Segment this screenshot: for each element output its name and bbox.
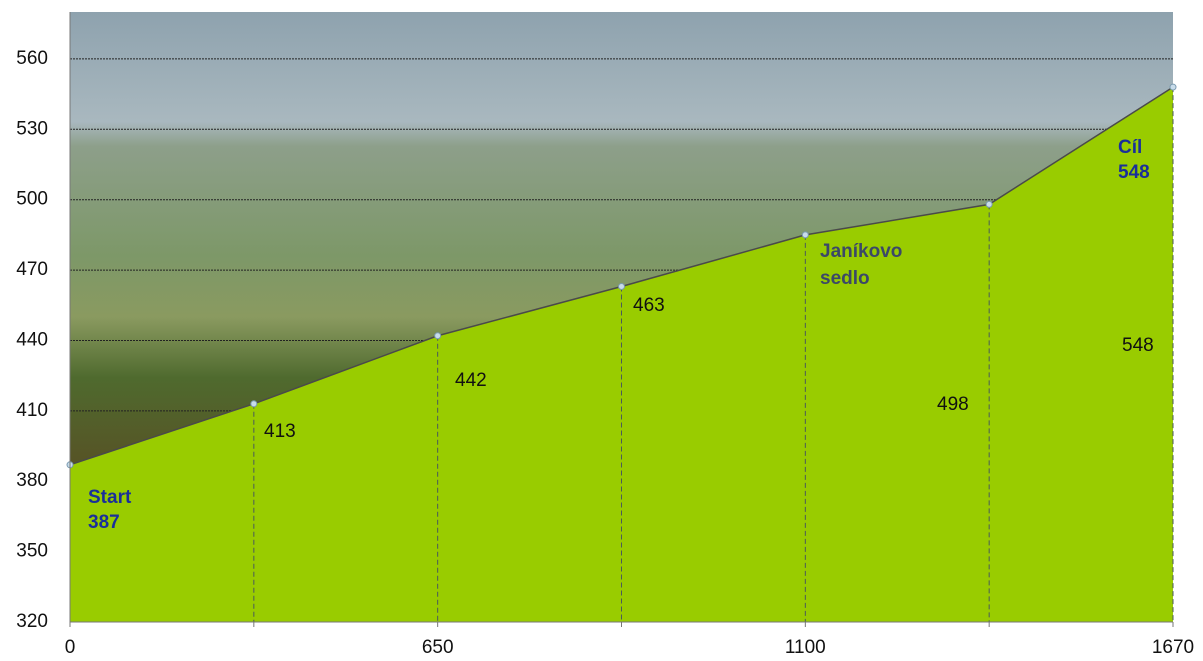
y-tick-label: 380: [16, 470, 48, 491]
point: [618, 283, 625, 290]
point: [250, 400, 258, 408]
value-label: 463: [633, 295, 665, 316]
x-tick-label: 1670: [1152, 637, 1194, 658]
annotation: 548: [1118, 162, 1150, 183]
y-tick-label: 410: [16, 400, 48, 421]
y-tick-label: 560: [16, 48, 48, 69]
annotation: Janíkovo: [820, 241, 902, 262]
y-tick-label: 530: [16, 118, 48, 139]
value-label: 498: [937, 394, 969, 415]
y-tick-label: 440: [16, 329, 48, 350]
x-tick-label: 1100: [785, 637, 826, 658]
y-tick-label: 500: [16, 189, 48, 210]
y-tick-label: 470: [16, 259, 48, 280]
value-label: 442: [455, 370, 487, 391]
annotation: Start: [88, 487, 132, 508]
point: [1169, 83, 1177, 91]
y-tick-label: 350: [16, 541, 48, 562]
point: [801, 231, 809, 239]
point: [434, 332, 442, 340]
annotation: sedlo: [820, 268, 870, 289]
x-tick-label: 0: [65, 637, 76, 658]
x-tick-label: 650: [422, 637, 454, 658]
y-tick-label: 320: [16, 611, 48, 632]
value-label: 413: [264, 421, 296, 442]
annotation: Cíl: [1118, 137, 1142, 158]
value-label: 548: [1122, 335, 1154, 356]
annotation: 387: [88, 512, 120, 533]
point: [985, 200, 993, 208]
